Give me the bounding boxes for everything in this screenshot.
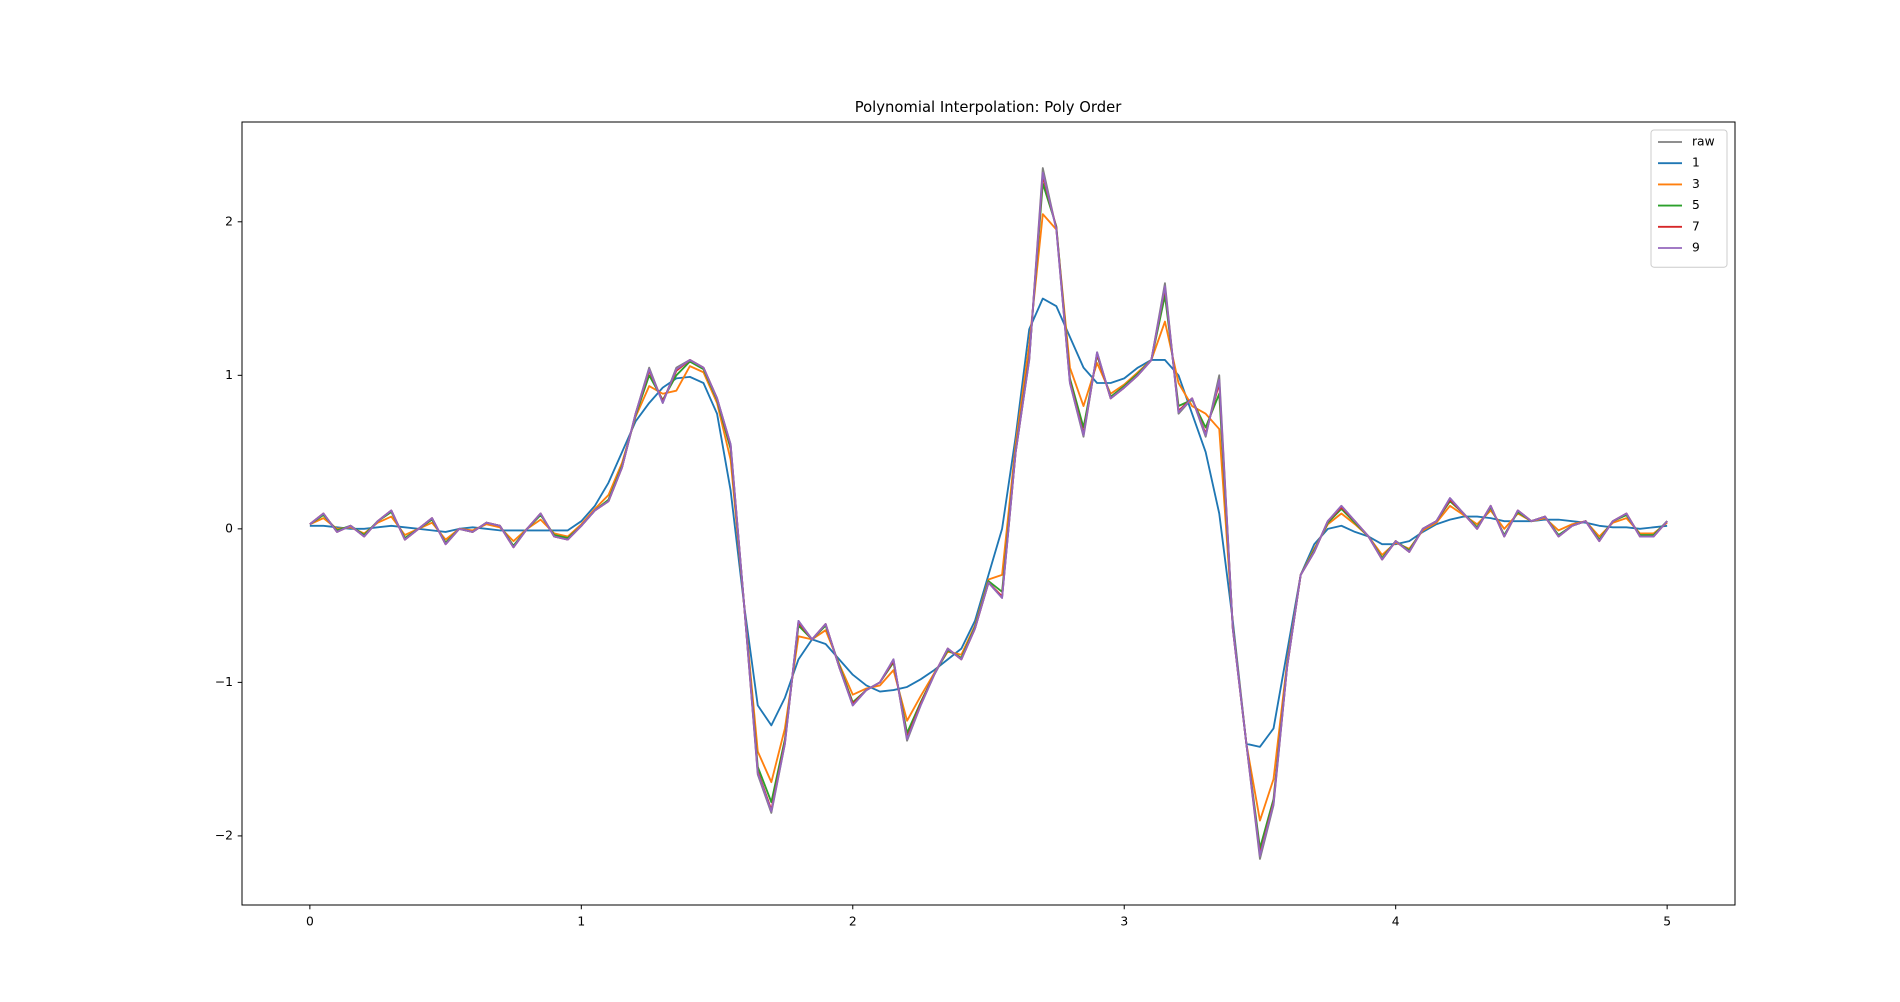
- legend-label: 3: [1692, 177, 1700, 191]
- legend-label: 9: [1692, 241, 1700, 255]
- y-tick-label: 1: [225, 368, 233, 382]
- legend-box: [1650, 129, 1728, 268]
- y-tick-label: 2: [225, 214, 233, 228]
- series-line: [309, 213, 1668, 822]
- x-tick-label: 5: [1663, 915, 1671, 929]
- x-tick-label: 0: [306, 915, 314, 929]
- legend-label: 5: [1692, 198, 1700, 212]
- chart-title: Polynomial Interpolation: Poly Order: [855, 99, 1123, 116]
- legend-label: 7: [1692, 219, 1700, 233]
- y-tick-label: −2: [215, 828, 233, 842]
- legend-label: 1: [1692, 156, 1700, 170]
- series-line: [309, 297, 1668, 748]
- x-tick-label: 4: [1392, 915, 1400, 929]
- y-tick-label: 0: [225, 521, 233, 535]
- plot-frame: [241, 121, 1736, 906]
- x-tick-label: 2: [849, 915, 857, 929]
- legend-label: raw: [1692, 135, 1715, 149]
- y-tick-label: −1: [215, 675, 233, 689]
- series-line: [309, 171, 1668, 857]
- x-tick-label: 3: [1120, 915, 1128, 929]
- x-tick-label: 1: [577, 915, 585, 929]
